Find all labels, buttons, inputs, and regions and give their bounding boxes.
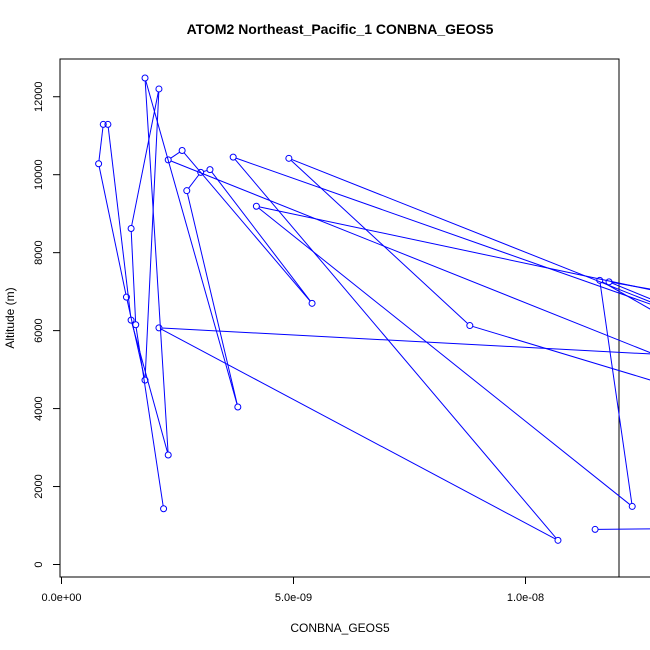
data-point (308, 299, 316, 307)
series-segment (145, 80, 238, 405)
x-axis-label: CONBNA_GEOS5 (290, 621, 390, 635)
x-axis: 0.0e+005.0e-091.0e-081.5e-082.0e-08 (41, 576, 650, 604)
series-segment (291, 158, 650, 303)
data-point (155, 85, 163, 93)
series-segment (131, 91, 159, 226)
series-segment (290, 159, 468, 324)
series-segment (211, 171, 311, 302)
y-tick-label: 4000 (33, 396, 45, 420)
data-point (127, 224, 135, 232)
series-segment (203, 169, 208, 172)
data-point (127, 316, 135, 324)
y-tick-label: 10000 (33, 159, 45, 190)
y-tick-label: 12000 (33, 81, 45, 112)
data-point (141, 74, 149, 82)
series-segment (131, 322, 168, 453)
x-tick-label: 5.0e-09 (275, 592, 312, 604)
y-axis-label: Altitude (m) (3, 287, 17, 348)
series-segment (599, 283, 633, 504)
series-segment (107, 127, 132, 318)
data-point (252, 202, 260, 210)
x-tick-label: 1.0e-08 (507, 592, 544, 604)
series-segment (170, 151, 180, 159)
series-segment (144, 91, 160, 378)
data-point (160, 505, 168, 513)
series-segment (186, 193, 238, 405)
series-line (98, 80, 650, 540)
data-point (183, 187, 191, 195)
data-point (164, 451, 172, 459)
x-tick-label: 0.0e+00 (41, 592, 81, 604)
chart-title: ATOM2 Northeast_Pacific_1 CONBNA_GEOS5 (187, 21, 494, 37)
data-point (197, 168, 205, 176)
series-segment (258, 207, 631, 505)
series-segment (135, 327, 164, 506)
data-point (141, 376, 149, 384)
data-point (178, 147, 186, 155)
series-segment (234, 159, 557, 539)
data-point (164, 156, 172, 164)
data-point (104, 120, 112, 128)
data-point (229, 153, 237, 161)
data-point (95, 160, 103, 168)
y-tick-label: 0 (33, 561, 45, 567)
series-segment (161, 328, 556, 540)
data-point (605, 278, 613, 286)
series-segment (183, 152, 311, 302)
data-point (155, 324, 163, 332)
data-point (466, 322, 474, 330)
data-point (132, 321, 140, 329)
data-point (591, 525, 599, 533)
series-segment (188, 174, 200, 189)
data-point (628, 502, 636, 510)
y-tick-label: 6000 (33, 318, 45, 342)
data-point (122, 293, 130, 301)
series-segment (472, 325, 650, 381)
plot-frame (59, 58, 620, 578)
series-segment (170, 160, 650, 354)
series-segment (598, 528, 650, 530)
y-tick-label: 2000 (33, 474, 45, 498)
y-axis: 0 2000 4000 6000 8000 10000 12000 (33, 81, 61, 568)
series-segment (144, 80, 169, 453)
y-tick-label: 8000 (33, 240, 45, 264)
series-segment (98, 127, 104, 161)
data-point (206, 166, 214, 174)
series-segment (235, 157, 650, 305)
data-point (99, 120, 107, 128)
data-point (285, 154, 293, 162)
series-markers (95, 74, 636, 544)
series-segment (161, 327, 650, 355)
data-point (234, 403, 242, 411)
data-point (554, 536, 562, 544)
series-segment (130, 231, 137, 322)
series-segment (98, 166, 127, 295)
data-point (596, 276, 604, 284)
